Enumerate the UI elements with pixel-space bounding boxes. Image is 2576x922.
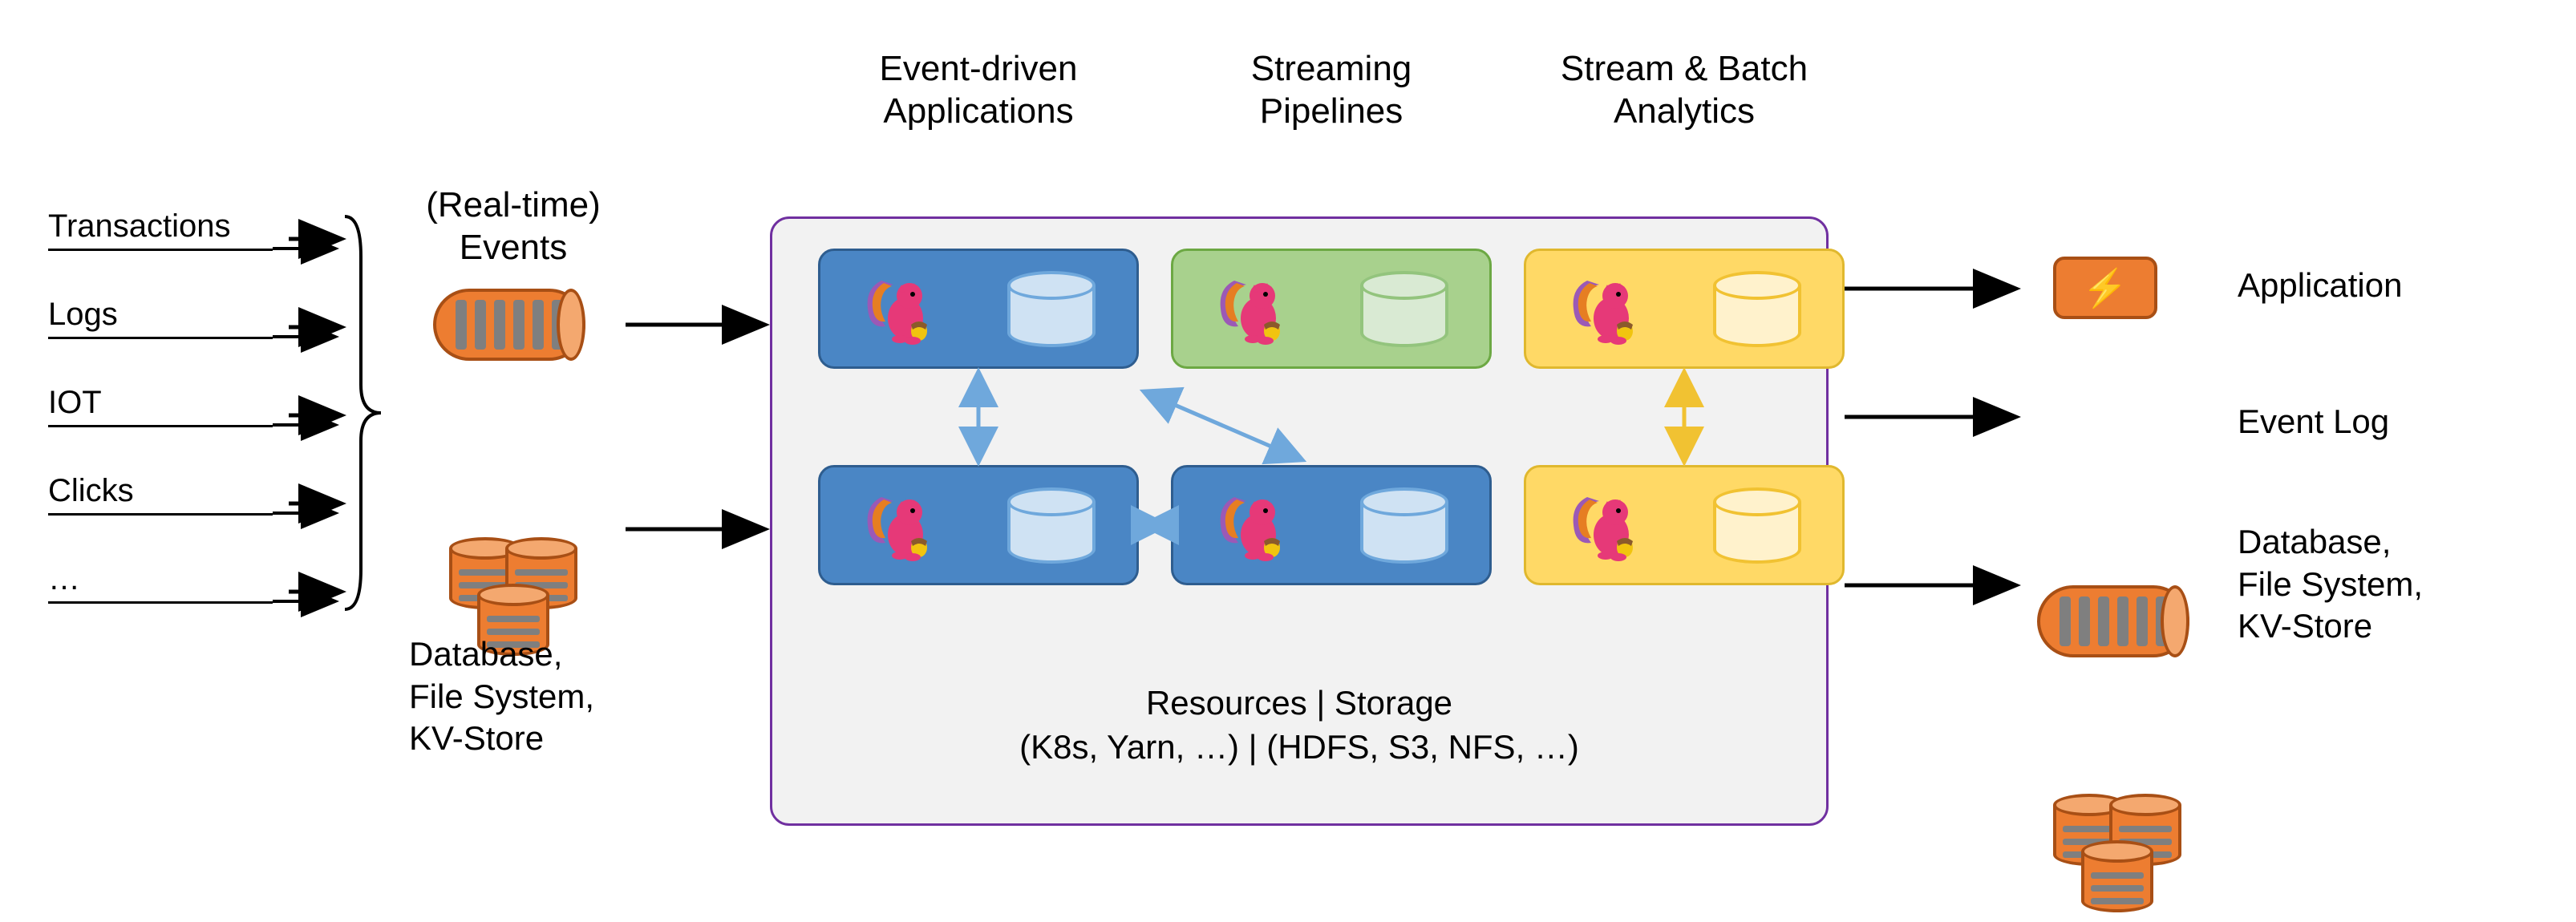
output-application-label: Application: [2238, 265, 2402, 307]
event-log-output-icon: [2037, 585, 2189, 657]
source-underline: [48, 513, 273, 516]
processor-box-blue: [1171, 465, 1492, 585]
source-label: IOT: [48, 385, 102, 421]
source-underline: [48, 249, 273, 251]
state-cylinder-icon: [1713, 271, 1801, 347]
event-log-icon: [433, 289, 585, 361]
flink-usecases-diagram: Transactions Logs IOT Clicks … (Real-time) E…: [16, 16, 2560, 829]
state-cylinder-icon: [1007, 487, 1096, 564]
flink-squirrel-icon: [1214, 269, 1294, 349]
application-output-icon: ⚡: [2053, 257, 2157, 319]
state-cylinder-icon: [1360, 487, 1448, 564]
source-label: Transactions: [48, 208, 231, 245]
flink-squirrel-icon: [861, 485, 942, 565]
flink-squirrel-icon: [1567, 269, 1647, 349]
source-underline: [48, 601, 273, 604]
source-label: …: [48, 561, 80, 597]
flink-squirrel-icon: [861, 269, 942, 349]
processor-box-yellow: [1524, 465, 1845, 585]
events-label: (Real-time) Events: [393, 184, 634, 269]
database-stack-output-icon: [2045, 794, 2189, 922]
output-database-label: Database, File System, KV-Store: [2238, 521, 2423, 648]
header-col2: Streaming Pipelines: [1171, 48, 1492, 133]
flink-squirrel-icon: [1214, 485, 1294, 565]
flink-squirrel-icon: [1567, 485, 1647, 565]
processor-box-blue: [818, 249, 1139, 369]
state-cylinder-icon: [1007, 271, 1096, 347]
output-eventlog-label: Event Log: [2238, 401, 2389, 443]
processor-box-blue: [818, 465, 1139, 585]
source-label: Clicks: [48, 473, 134, 509]
state-cylinder-icon: [1713, 487, 1801, 564]
header-col1: Event-driven Applications: [818, 48, 1139, 133]
source-underline: [48, 337, 273, 339]
curly-brace-icon: [337, 208, 393, 617]
header-col3: Stream & Batch Analytics: [1524, 48, 1845, 133]
state-cylinder-icon: [1360, 271, 1448, 347]
processor-box-green: [1171, 249, 1492, 369]
source-underline: [48, 425, 273, 427]
lightning-icon: ⚡: [2082, 266, 2128, 310]
resources-line1: Resources | Storage: [770, 681, 1829, 726]
resources-text: Resources | Storage (K8s, Yarn, …) | (HD…: [770, 681, 1829, 769]
processor-box-yellow: [1524, 249, 1845, 369]
database-label: Database, File System, KV-Store: [409, 633, 650, 760]
source-label: Logs: [48, 297, 118, 333]
resources-line2: (K8s, Yarn, …) | (HDFS, S3, NFS, …): [770, 726, 1829, 770]
